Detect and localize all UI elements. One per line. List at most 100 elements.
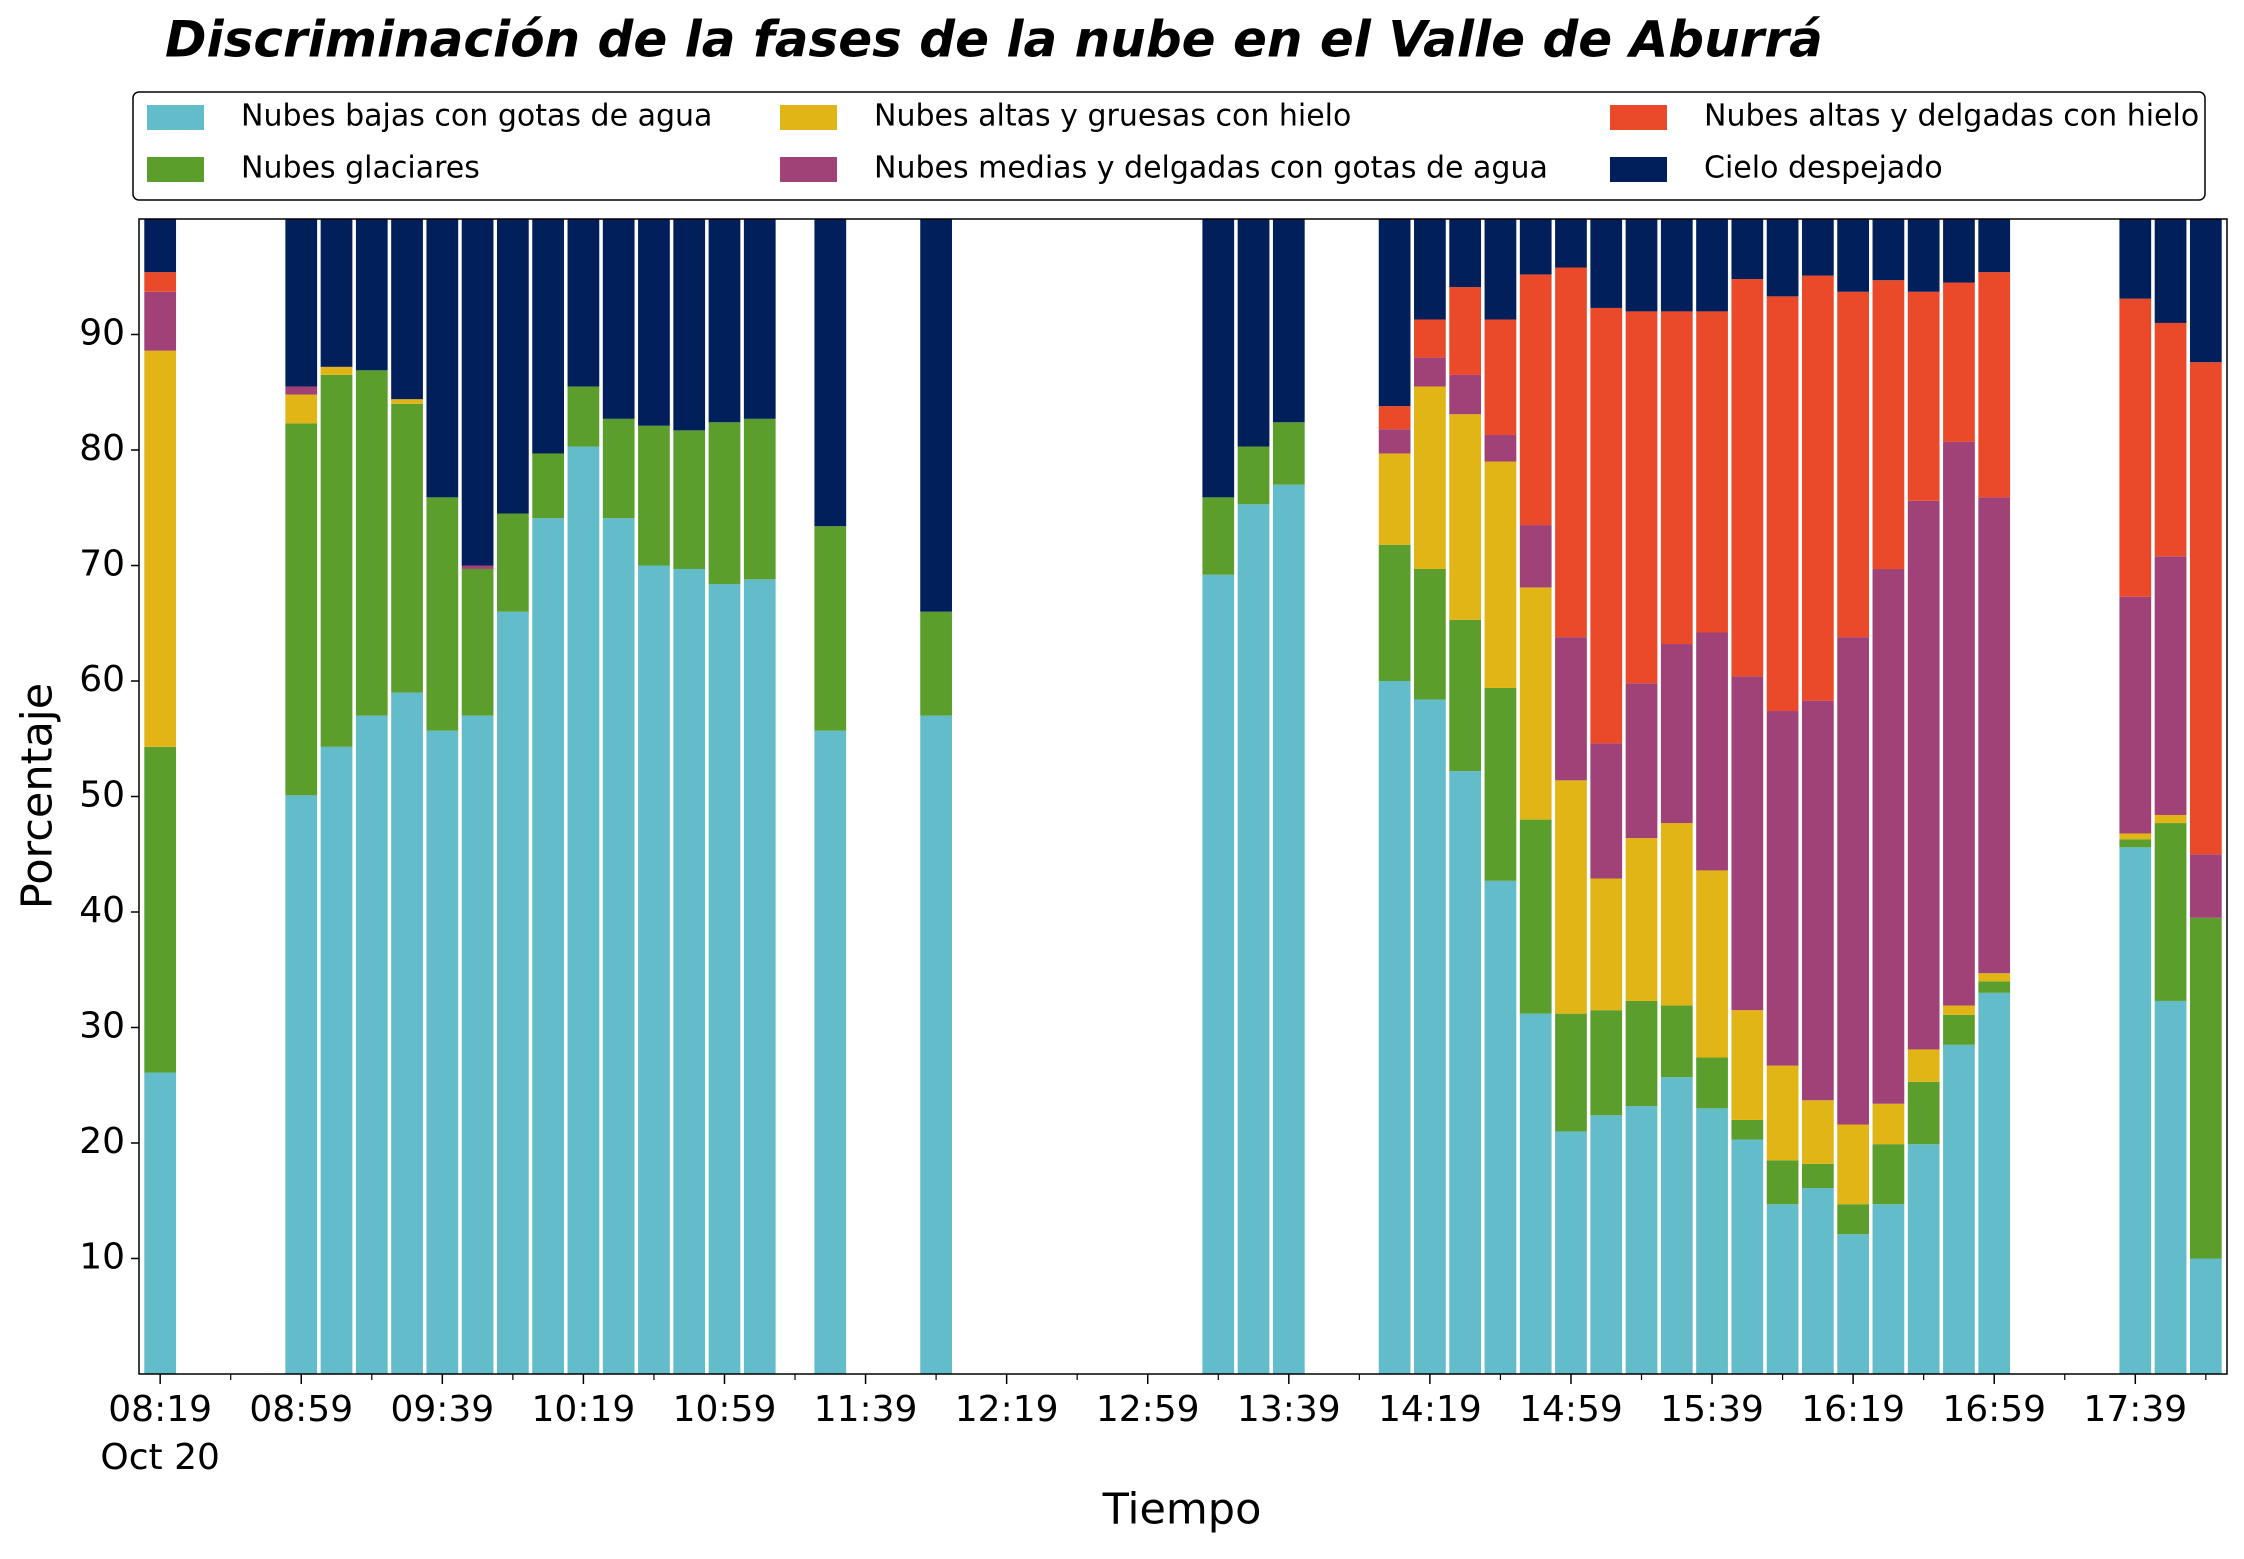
legend-swatch (780, 105, 837, 130)
bar-segment (2119, 219, 2152, 299)
bar-segment (1978, 497, 2011, 974)
bar-segment (426, 730, 459, 1374)
x-tick-label: 15:39 (1660, 1389, 1764, 1430)
bar-segment (496, 513, 529, 612)
bar-segment (1696, 632, 1728, 871)
bar-segment (391, 399, 423, 404)
bar-segment (1978, 272, 2011, 498)
bar-segment (638, 219, 670, 426)
bar-segment (708, 219, 741, 423)
bar-segment (1202, 219, 1235, 498)
bar-segment (1731, 1139, 1764, 1374)
y-tick-label: 50 (79, 775, 125, 816)
bar-segment (2189, 854, 2222, 918)
bar-segment (1449, 219, 1482, 288)
bar-segment (1696, 1108, 1728, 1374)
bar-segment (1696, 219, 1728, 312)
bar-segment (144, 350, 177, 747)
legend-label: Nubes altas y delgadas con hielo (1704, 99, 2199, 134)
bar-segment (2154, 322, 2187, 557)
bar-segment (355, 370, 388, 716)
x-tick-label: 12:59 (1096, 1389, 1200, 1430)
bar-segment (355, 715, 388, 1374)
bar-segment (461, 565, 494, 569)
bar-segment (391, 403, 423, 693)
x-tick-label: 10:59 (673, 1389, 777, 1430)
bar-segment (1978, 219, 2011, 273)
bar-segment (1872, 1144, 1905, 1205)
bar-segment (1907, 291, 1940, 501)
bar-segment (638, 425, 670, 566)
bar-segment (285, 394, 318, 424)
bar-segment (532, 219, 565, 454)
x-axis-label: Tiempo (1102, 1485, 1262, 1535)
bar-segment (814, 730, 847, 1374)
y-tick-label: 20 (79, 1121, 125, 1162)
bar-segment (1484, 434, 1517, 462)
bar-segment (1837, 219, 1870, 292)
bar-segment (1272, 422, 1305, 485)
legend-label: Nubes bajas con gotas de agua (241, 99, 712, 134)
bar-segment (2189, 219, 2222, 363)
bar-segment (1555, 267, 1587, 638)
bar-segment (1484, 219, 1517, 320)
bar-segment (1907, 1081, 1940, 1145)
bar-segment (1801, 1100, 1834, 1164)
bar-segment (1378, 429, 1411, 454)
bar-segment (1766, 1065, 1799, 1161)
bar-segment (320, 374, 353, 747)
bar-segment (2189, 362, 2222, 855)
x-tick-label: 08:19 (108, 1389, 212, 1430)
bar-segment (1731, 676, 1764, 1011)
y-axis-label: Porcentaje (13, 683, 63, 909)
bar-segment (2154, 814, 2187, 824)
bar-segment (1414, 219, 1446, 320)
bar-segment (1872, 1204, 1905, 1374)
bar-segment (391, 692, 423, 1374)
bar-segment (1202, 574, 1235, 1374)
bar-segment (496, 611, 529, 1374)
bar-segment (1837, 637, 1870, 1125)
y-tick-label: 40 (79, 890, 125, 931)
bar-segment (1660, 823, 1693, 1006)
bar-segment (743, 579, 776, 1374)
bar-segment (1414, 319, 1446, 358)
legend-label: Cielo despejado (1704, 151, 1943, 186)
bar-segment (1449, 374, 1482, 415)
bar-segment (1731, 279, 1764, 677)
bar-segment (1449, 619, 1482, 772)
bar-segment (567, 446, 600, 1374)
bar-segment (285, 219, 318, 387)
x-tick-label: 10:19 (532, 1389, 636, 1430)
bar-segment (638, 565, 670, 1374)
bar-segment (144, 746, 177, 1073)
bar-segment (567, 219, 600, 387)
bar-segment (1449, 771, 1482, 1374)
bar-segment (673, 219, 706, 431)
x-tick-label: 08:59 (249, 1389, 353, 1430)
bar-segment (1943, 1044, 1975, 1374)
bar-segment (1519, 1013, 1552, 1374)
bar-segment (602, 418, 635, 519)
bar-segment (1766, 711, 1799, 1066)
bar-segment (1519, 274, 1552, 526)
bar-segment (1837, 1234, 1870, 1374)
bar-segment (1590, 307, 1623, 744)
bar-segment (920, 715, 952, 1374)
bar-segment (1766, 1204, 1799, 1374)
x-tick-label: 11:39 (814, 1389, 918, 1430)
bar-segment (2119, 847, 2152, 1374)
bar-segment (496, 219, 529, 514)
bar-segment (1272, 484, 1305, 1374)
bar-segment (1696, 311, 1728, 633)
bar-segment (1555, 637, 1587, 781)
bar-segment (532, 518, 565, 1374)
bar-segment (743, 219, 776, 419)
bar-segment (1590, 219, 1623, 308)
bar-segment (1590, 1010, 1623, 1116)
bar-segment (1272, 219, 1305, 423)
bar-segment (1660, 1077, 1693, 1374)
legend-swatch (780, 157, 837, 182)
bar-segment (2154, 556, 2187, 815)
bar-segment (1237, 504, 1270, 1374)
